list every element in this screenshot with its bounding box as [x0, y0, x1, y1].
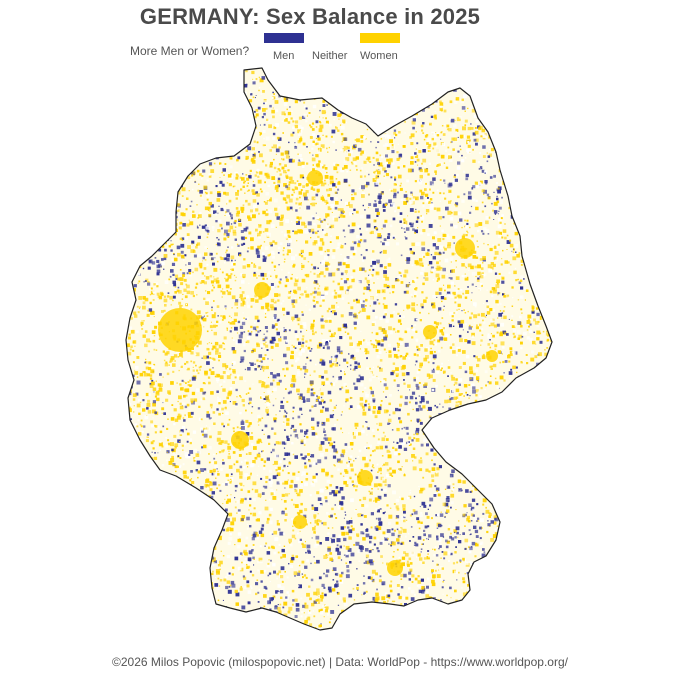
- city-cluster-5: [387, 560, 403, 576]
- city-cluster-0: [455, 238, 475, 258]
- legend-question: More Men or Women?: [130, 44, 249, 58]
- city-cluster-1: [307, 170, 323, 186]
- city-cluster-3: [231, 431, 249, 449]
- city-cluster-9: [293, 515, 307, 529]
- legend-label-men: Men: [273, 50, 294, 62]
- city-cluster-2: [158, 308, 202, 352]
- city-cluster-7: [423, 325, 437, 339]
- legend-swatch-neither: [312, 33, 352, 43]
- source-caption: ©2026 Milos Popovic (milospopovic.net) |…: [0, 655, 680, 669]
- legend-swatch-women: [360, 33, 400, 43]
- city-cluster-4: [357, 470, 373, 486]
- legend-label-women: Women: [360, 50, 398, 62]
- city-cluster-6: [254, 282, 270, 298]
- legend-swatch-men: [264, 33, 304, 43]
- sex-balance-raster: [100, 60, 580, 660]
- map-title: GERMANY: Sex Balance in 2025: [0, 4, 620, 30]
- legend-label-neither: Neither: [312, 50, 347, 62]
- city-cluster-8: [486, 350, 498, 362]
